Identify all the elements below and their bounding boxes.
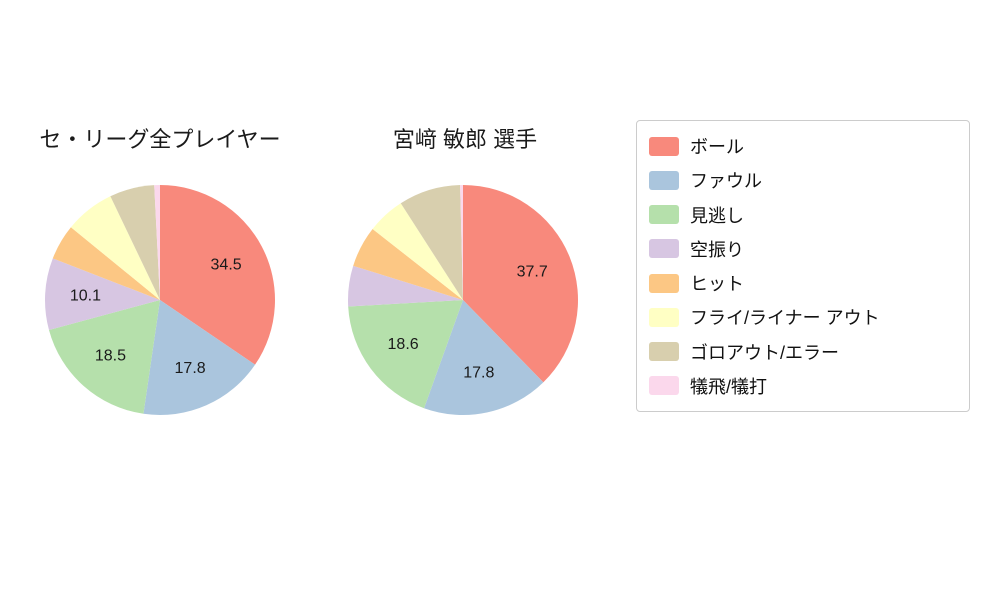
slice-foul	[424, 300, 544, 415]
slice-swinging-strike	[347, 265, 463, 307]
slice-value-label: 18.5	[95, 347, 126, 364]
legend-item-ball: ボール	[637, 129, 969, 163]
right-pie-title: 宮﨑 敏郎 選手	[392, 127, 538, 152]
pie-right: 37.7 17.8 18.6	[347, 185, 578, 415]
slice-ground-out-error	[110, 185, 160, 300]
legend-label-called-strike: 見逃し	[690, 205, 744, 226]
legend-label-fly-liner-out: フライ/ライナー アウト	[690, 308, 880, 329]
legend-item-ground-out-error: ゴロアウト/エラー	[637, 335, 969, 369]
slice-value-label: 34.5	[211, 257, 242, 274]
slice-value-label: 18.6	[388, 336, 419, 353]
legend-swatch-sac-fly-bunt	[649, 376, 679, 396]
legend-label-ground-out-error: ゴロアウト/エラー	[690, 342, 840, 363]
slice-foul	[143, 300, 256, 415]
legend-item-hit: ヒット	[637, 266, 969, 300]
left-pie-title: セ・リーグ全プレイヤー	[39, 127, 281, 152]
legend-swatch-hit	[649, 273, 679, 293]
legend-item-foul: ファウル	[637, 163, 969, 197]
slice-fly-liner-out	[70, 196, 160, 300]
slice-called-strike	[348, 300, 463, 409]
legend-label-swinging-strike: 空振り	[690, 239, 744, 260]
pie-left: 34.5 17.8 18.5 10.1	[44, 185, 275, 415]
legend-item-swinging-strike: 空振り	[637, 232, 969, 266]
slice-fly-liner-out	[372, 203, 463, 300]
legend-item-called-strike: 見逃し	[637, 198, 969, 232]
slice-value-label: 17.8	[463, 365, 494, 382]
legend-swatch-foul	[649, 170, 679, 190]
slice-called-strike	[48, 300, 161, 414]
slice-ground-out-error	[400, 185, 463, 300]
legend-label-foul: ファウル	[690, 171, 762, 192]
legend: ボールファウル見逃し空振りヒットフライ/ライナー アウト ゴロアウト/エラー 犠飛/…	[636, 120, 970, 412]
legend-item-fly-liner-out: フライ/ライナー アウト	[637, 300, 969, 334]
legend-swatch-ground-out-error	[649, 342, 679, 362]
legend-swatch-swinging-strike	[649, 239, 679, 259]
legend-swatch-ball	[649, 136, 679, 156]
slice-value-label: 37.7	[517, 263, 548, 280]
slice-ball	[160, 185, 275, 365]
legend-swatch-fly-liner-out	[649, 307, 679, 327]
slice-swinging-strike	[44, 258, 160, 330]
slice-value-label: 10.1	[70, 288, 101, 305]
legend-label-ball: ボール	[690, 137, 744, 158]
legend-label-hit: ヒット	[690, 274, 744, 295]
slice-sac-fly-bunt	[460, 185, 463, 300]
slice-sac-fly-bunt	[154, 185, 160, 300]
slice-hit	[353, 228, 463, 300]
slice-value-label: 17.8	[175, 360, 206, 377]
slice-ball	[463, 185, 578, 383]
legend-item-sac-fly-bunt: 犠飛/犠打	[637, 369, 969, 403]
slice-hit	[52, 227, 161, 300]
legend-swatch-called-strike	[649, 205, 679, 225]
legend-label-sac-fly-bunt: 犠飛/犠打	[690, 376, 768, 397]
